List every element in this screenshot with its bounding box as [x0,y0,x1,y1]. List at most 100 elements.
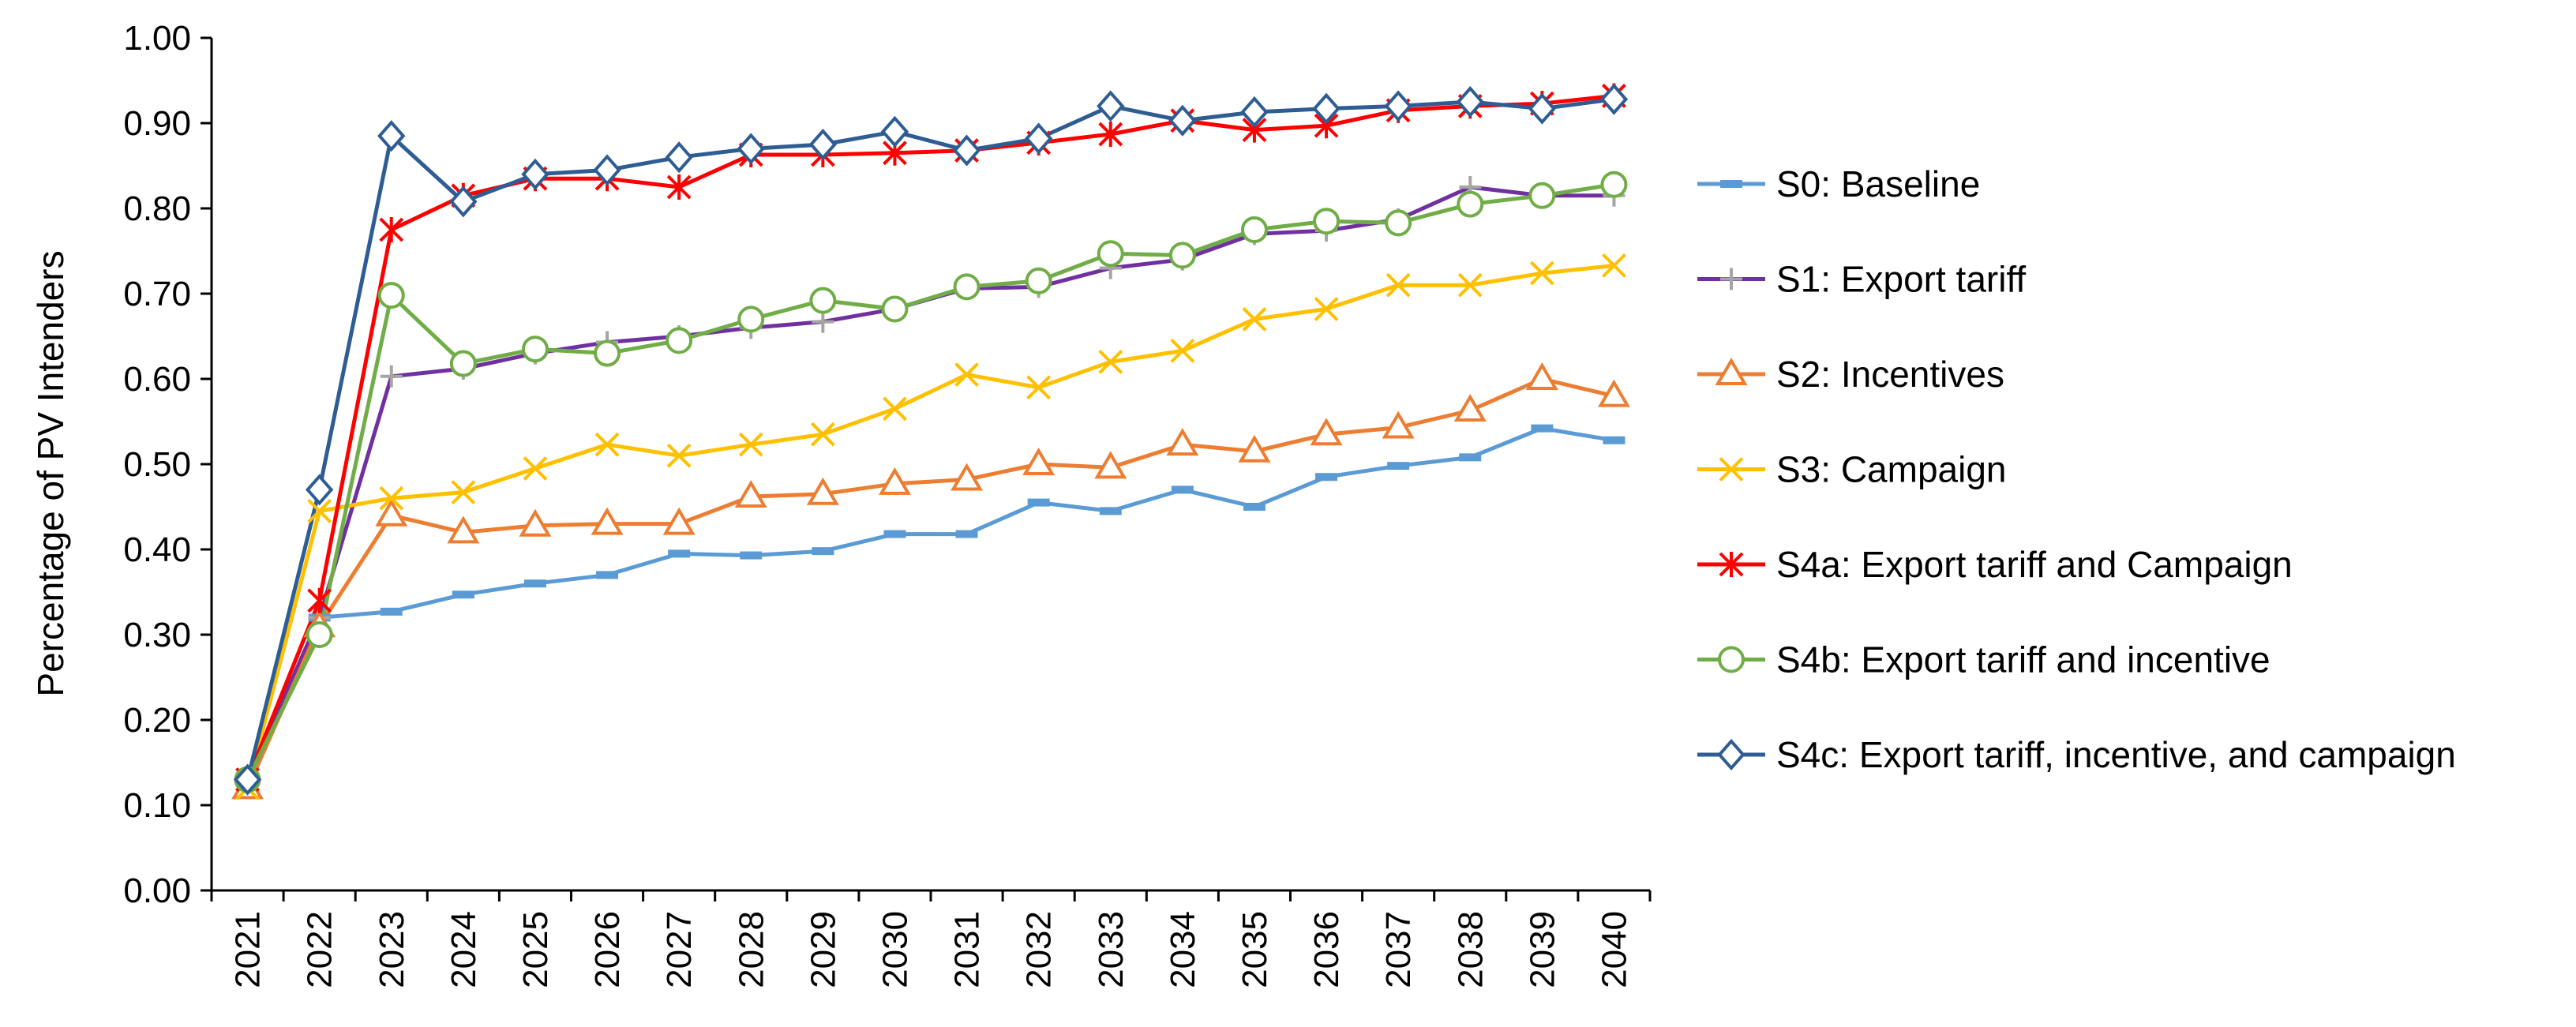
y-tick-label: 0.30 [123,616,191,654]
data-point-s5-2031 [953,273,981,301]
data-point-s2-2037 [1382,410,1415,439]
x-tick-label: 2040 [1595,911,1633,988]
x-tick-label: 2035 [1236,911,1274,988]
data-point-s5-2037 [1385,209,1412,237]
data-point-s6-2021 [233,763,262,796]
x-tick-label: 2026 [588,911,627,988]
data-point-s4-2027 [666,174,692,200]
data-point-s5-2023 [377,282,405,309]
x-tick-label: 2023 [373,911,411,988]
legend-label: S1: Export tariff [1776,259,2026,300]
data-point-s2-2036 [1310,418,1343,446]
x-tick-label: 2027 [660,911,699,988]
y-tick-label: 0.20 [123,701,191,740]
series-line-2 [246,377,1614,789]
series-line-0 [246,426,1614,781]
data-point-s6-2037 [1384,90,1412,122]
data-point-s6-2034 [1168,104,1197,137]
data-point-s0-2029 [812,547,834,556]
data-point-s2-2024 [447,515,480,544]
data-point-s2-2032 [1022,448,1056,475]
data-point-s5-2034 [1168,242,1196,269]
y-tick-label: 0.60 [123,360,191,399]
x-tick-label: 2034 [1164,911,1202,988]
data-point-s4-2033 [1098,122,1123,148]
data-point-s2-2027 [662,507,696,535]
legend-item-3: S3: Campaign [1697,449,2007,490]
data-point-s2-2030 [878,467,911,495]
data-point-s2-2029 [806,477,839,505]
data-point-s3-2037 [1385,272,1411,298]
data-point-s6-2029 [808,128,838,161]
data-point-s0-2040 [1603,436,1625,444]
data-point-s5-2036 [1313,208,1340,235]
data-point-s6-2038 [1456,85,1484,118]
data-point-s0-2034 [1171,485,1194,494]
data-point-s5-2035 [1240,216,1268,243]
legend-marker [1719,457,1744,482]
data-point-s5-2033 [1097,240,1124,268]
data-point-s6-2032 [1024,122,1053,155]
data-point-s0-2037 [1387,462,1410,470]
y-axis-label: Percentage of PV Intenders [30,250,71,696]
x-tick-label: 2031 [948,911,987,988]
data-point-s3-2026 [594,432,620,457]
legend-label: S4b: Export tariff and incentive [1776,639,2270,680]
x-tick-label: 2024 [444,911,483,988]
data-point-s5-2039 [1528,182,1556,209]
series-line-4 [246,93,1614,781]
data-point-s6-2024 [449,186,478,218]
axes [201,36,1652,901]
data-point-s5-2032 [1025,267,1052,294]
x-tick-label: 2037 [1379,911,1418,988]
y-tick-label: 0.50 [123,445,191,484]
y-tick-label: 1.00 [123,19,191,58]
legend-marker [1720,180,1742,188]
data-point-s6-2036 [1312,92,1340,125]
data-point-s1-2023 [380,365,403,388]
data-point-s4-2023 [379,217,404,242]
data-point-s0-2036 [1315,473,1338,482]
data-point-s6-2026 [593,154,621,186]
data-point-s3-2028 [738,432,763,457]
data-point-s5-2027 [666,327,693,354]
x-tick-label: 2039 [1523,911,1562,988]
x-tick-label: 2021 [229,911,268,988]
data-point-s5-2025 [521,335,549,363]
data-point-s1-2029 [812,310,834,333]
x-tick-label: 2030 [876,911,914,988]
data-point-s3-2024 [451,480,476,505]
x-tick-label: 2025 [516,911,555,988]
legend-label: S0: Baseline [1776,163,1980,204]
data-point-s2-2034 [1166,428,1199,456]
data-point-s3-2038 [1457,272,1483,298]
data-point-s6-2039 [1528,92,1557,125]
data-point-s3-2030 [883,396,907,422]
data-point-s5-2022 [306,621,333,648]
data-point-s6-2035 [1240,96,1269,128]
data-point-s0-2039 [1531,424,1554,433]
data-point-s0-2028 [740,551,763,560]
data-point-s3-2029 [810,422,835,447]
x-tick-label: 2022 [301,911,339,988]
data-point-s2-2026 [591,507,624,535]
data-point-s2-2038 [1453,394,1487,422]
legend-item-2: S2: Incentives [1697,354,2004,395]
data-point-s4-2022 [307,587,332,613]
data-point-s5-2038 [1457,190,1484,218]
x-tick-label: 2036 [1307,911,1346,988]
data-point-s5-2026 [594,339,621,367]
data-point-s0-2038 [1459,453,1482,462]
data-point-s3-2032 [1026,375,1052,400]
legend-label: S3: Campaign [1776,449,2007,490]
data-point-s0-2025 [523,579,546,588]
legend-item-6: S4c: Export tariff, incentive, and campa… [1697,734,2456,775]
y-tick-label: 0.00 [123,871,191,910]
data-point-s2-2035 [1238,434,1271,463]
data-point-s0-2027 [668,549,691,558]
legend: S0: Baseline S1: Export tariff S2: Incenti… [1697,163,2456,775]
data-point-s5-2040 [1600,171,1628,198]
y-tick-label: 0.90 [123,104,191,143]
data-point-s6-2030 [880,115,909,148]
